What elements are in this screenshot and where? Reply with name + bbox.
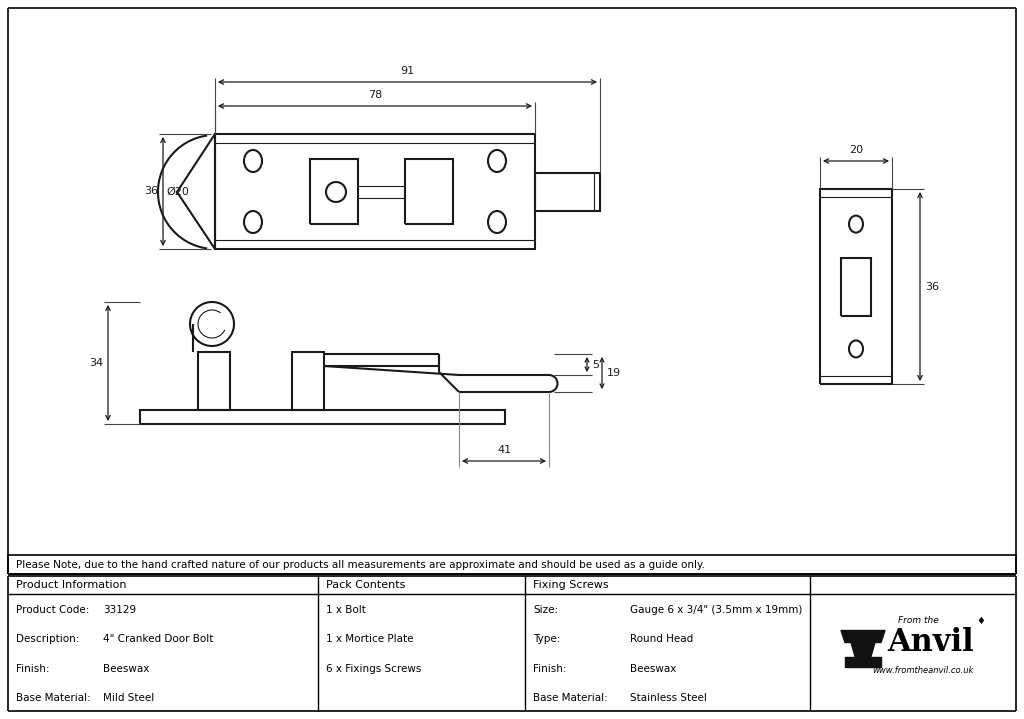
Text: Base Material:: Base Material:: [534, 693, 608, 703]
Text: 19: 19: [607, 368, 622, 378]
Text: 36: 36: [925, 282, 939, 292]
Text: 41: 41: [497, 445, 511, 455]
Text: 91: 91: [400, 66, 415, 76]
Text: Beeswax: Beeswax: [103, 664, 150, 674]
Text: 36: 36: [144, 186, 158, 196]
Text: Ø20: Ø20: [166, 187, 188, 197]
Polygon shape: [841, 631, 885, 643]
Text: 78: 78: [368, 90, 382, 100]
Text: Stainless Steel: Stainless Steel: [630, 693, 707, 703]
Text: Round Head: Round Head: [630, 634, 693, 644]
Text: Gauge 6 x 3/4" (3.5mm x 19mm): Gauge 6 x 3/4" (3.5mm x 19mm): [630, 605, 803, 615]
Text: 1 x Mortice Plate: 1 x Mortice Plate: [326, 634, 414, 644]
Text: Size:: Size:: [534, 605, 558, 615]
Text: Finish:: Finish:: [16, 664, 49, 674]
Text: Mild Steel: Mild Steel: [103, 693, 155, 703]
Text: Finish:: Finish:: [534, 664, 566, 674]
Text: Beeswax: Beeswax: [630, 664, 677, 674]
Text: Product Code:: Product Code:: [16, 605, 89, 615]
Text: Base Material:: Base Material:: [16, 693, 91, 703]
Polygon shape: [845, 656, 881, 667]
Text: Pack Contents: Pack Contents: [326, 580, 406, 590]
Text: 33129: 33129: [103, 605, 136, 615]
Text: Product Information: Product Information: [16, 580, 127, 590]
Text: Type:: Type:: [534, 634, 560, 644]
Text: Anvil: Anvil: [888, 627, 974, 658]
Text: www.fromtheanvil.co.uk: www.fromtheanvil.co.uk: [872, 666, 974, 675]
Text: Fixing Screws: Fixing Screws: [534, 580, 608, 590]
Text: Please Note, due to the hand crafted nature of our products all measurements are: Please Note, due to the hand crafted nat…: [16, 559, 705, 569]
Text: 1 x Bolt: 1 x Bolt: [326, 605, 366, 615]
Text: From the: From the: [898, 616, 938, 625]
Text: Description:: Description:: [16, 634, 80, 644]
Text: 5: 5: [592, 360, 599, 370]
Polygon shape: [851, 643, 874, 656]
Text: 34: 34: [89, 358, 103, 368]
Text: 20: 20: [849, 145, 863, 155]
Text: ♦: ♦: [977, 615, 985, 626]
Text: 4" Cranked Door Bolt: 4" Cranked Door Bolt: [103, 634, 213, 644]
Text: 6 x Fixings Screws: 6 x Fixings Screws: [326, 664, 421, 674]
